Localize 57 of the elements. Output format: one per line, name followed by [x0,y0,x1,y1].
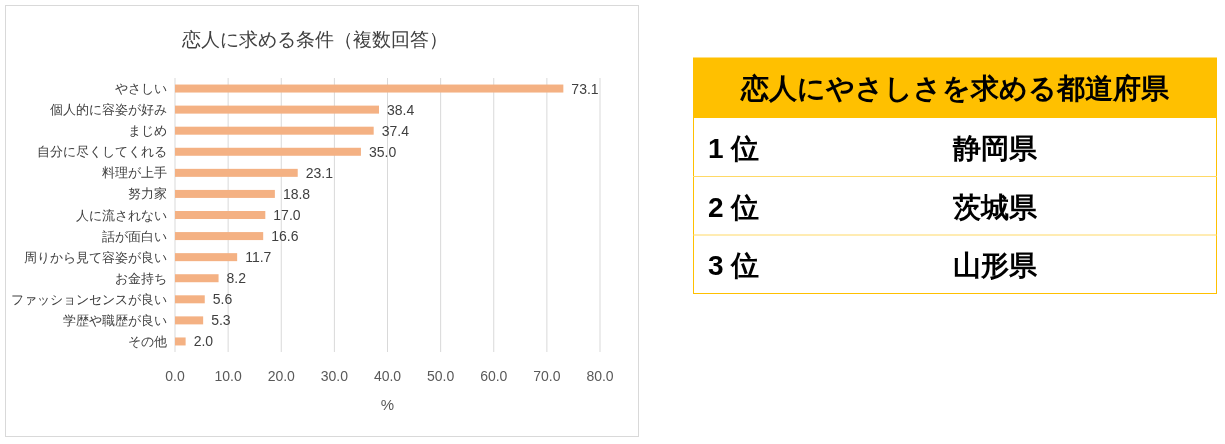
data-label: 5.6 [212,291,233,308]
data-label: 23.1 [305,164,334,181]
data-label: 18.8 [282,185,311,202]
x-tick-label: 60.0 [480,368,508,384]
y-tick-label: 周りから見て容姿が良い [24,249,167,265]
y-tick-label: 個人的に容姿が好み [50,102,167,118]
bar [175,126,374,135]
x-tick-label: 20.0 [267,368,296,384]
y-tick-label: 自分に尽くしてくれる [37,145,167,160]
x-axis-title: % [380,396,395,413]
bar [175,274,219,283]
y-tick-label: ファッションセンスが良い [11,292,167,307]
y-tick-label: やさしい [115,82,167,97]
data-label: 37.4 [381,122,410,139]
chart-title: 恋人に求める条件（複数回答） [181,29,448,50]
x-tick-label: 50.0 [427,368,455,384]
text: 恋人にやさしさを求める都道府県 [740,73,1170,104]
data-label: 16.6 [271,228,299,245]
bar [175,316,204,325]
data-label: 38.4 [387,101,415,118]
y-tick-label: 話が面白い [102,229,167,244]
bar [175,105,379,114]
text: 静岡県 [952,133,1038,164]
bar [175,253,238,262]
text: 山形県 [953,250,1038,281]
bar [175,295,205,304]
bar [175,189,275,198]
bar [175,84,564,93]
y-tick-label: 人に流されない [76,207,167,223]
text: 1 位 [708,133,760,164]
x-tick-label: 40.0 [373,368,402,384]
x-tick-label: 70.0 [533,368,561,384]
y-tick-label: 学歴や職歴が良い [63,313,167,328]
bar [175,232,264,241]
y-tick-label: 努力家 [128,186,167,202]
text: 2 位 [708,191,760,223]
x-tick-label: 0.0 [165,368,185,384]
y-tick-label: その他 [128,334,167,349]
y-tick-label: まじめ [128,124,167,139]
x-tick-label: 10.0 [214,368,242,384]
bar [175,147,361,156]
data-label: 35.0 [368,143,397,160]
bar [175,211,266,219]
x-tick-label: 80.0 [586,368,614,384]
data-label: 8.2 [226,270,247,287]
text: 茨城県 [952,191,1038,223]
text: 3 位 [708,250,760,281]
data-label: 2.0 [193,333,214,350]
y-tick-label: 料理が上手 [102,166,167,181]
data-label: 5.3 [211,312,231,329]
data-label: 73.1 [571,80,599,97]
data-label: 11.7 [245,249,272,266]
x-tick-label: 30.0 [320,368,349,384]
bar [175,337,186,346]
bar [175,168,298,177]
data-label: 17.0 [273,207,301,223]
y-tick-label: お金持ち [115,271,167,286]
